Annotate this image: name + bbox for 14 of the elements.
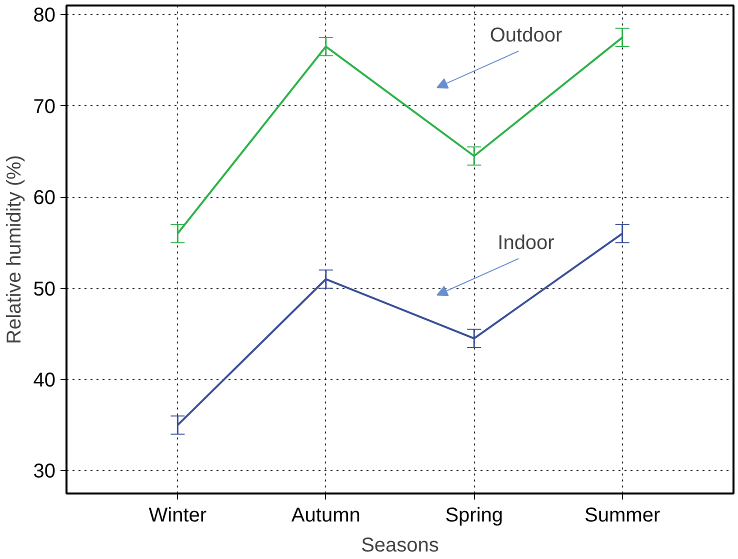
x-tick-label: Summer — [584, 504, 660, 526]
y-tick-label: 70 — [33, 96, 56, 118]
y-tick-label: 80 — [33, 4, 56, 27]
x-tick-label: Winter — [148, 504, 207, 526]
y-tick-label: 50 — [33, 278, 56, 300]
y-tick-label: 30 — [33, 460, 56, 483]
y-tick-label: 60 — [33, 187, 56, 210]
annotation: Indoor — [498, 232, 555, 254]
y-axis-title: Relative humidity (%) — [3, 155, 26, 344]
y-tick-label: 40 — [33, 369, 56, 392]
annotation: Outdoor — [490, 24, 562, 47]
x-tick-label: Autumn — [291, 504, 360, 526]
x-axis-title: Seasons — [361, 534, 439, 556]
x-tick-label: Spring — [445, 504, 504, 526]
